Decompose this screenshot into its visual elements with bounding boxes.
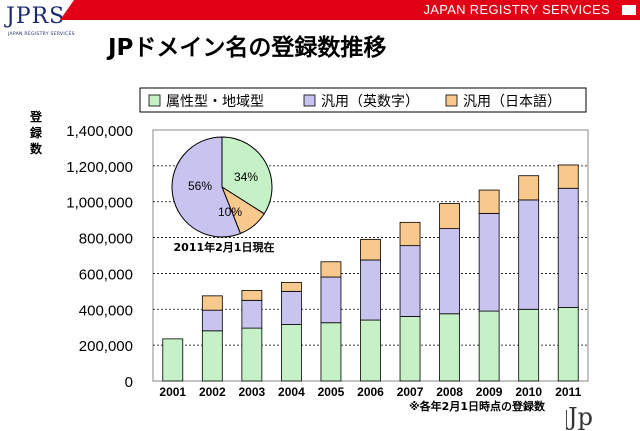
banner-corner-decoration xyxy=(622,5,636,15)
bar-segment xyxy=(439,203,460,230)
bar-segment xyxy=(320,276,342,324)
bar-segment xyxy=(399,221,421,247)
bar-segment xyxy=(162,338,184,382)
x-tick-label: 2009 xyxy=(476,385,503,399)
bar-segment xyxy=(478,212,500,312)
bar-segment xyxy=(241,299,263,329)
y-axis-label-char: 数 xyxy=(30,141,43,156)
y-tick-label: 1,000,000 xyxy=(66,195,133,212)
bar-segment xyxy=(281,290,302,325)
bar-segment xyxy=(439,228,460,315)
x-tick-label: 2005 xyxy=(318,385,345,399)
bar-segment xyxy=(201,309,223,332)
x-tick-label: 2002 xyxy=(199,385,226,399)
bar-segment xyxy=(557,307,579,382)
jprs-logo: JPRS JAPAN REGISTRY SERVICES xyxy=(6,4,75,42)
x-tick-label: 2006 xyxy=(357,385,384,399)
pie-slice xyxy=(171,136,242,238)
bar-segment xyxy=(360,319,381,382)
legend-swatch xyxy=(445,94,458,107)
bar-segment xyxy=(360,238,381,261)
bar-segment xyxy=(439,313,460,382)
x-tick-label: 2001 xyxy=(159,385,186,399)
bar-segment xyxy=(241,327,263,382)
footer-divider xyxy=(566,410,567,426)
x-tick-label: 2010 xyxy=(515,385,542,399)
bar-segment xyxy=(518,308,540,382)
bar-segment xyxy=(241,290,263,301)
y-tick-label: 800,000 xyxy=(79,231,133,248)
legend-label: 汎用（日本語） xyxy=(463,94,561,110)
banner-text: JAPAN REGISTRY SERVICES xyxy=(423,2,610,17)
pie-slice-label: 34% xyxy=(234,170,258,184)
bar-segment xyxy=(518,199,540,310)
pie-slice-label: 10% xyxy=(218,205,242,219)
y-tick-label: 200,000 xyxy=(79,338,133,355)
legend-swatch xyxy=(303,94,316,107)
logo-text: JPRS xyxy=(6,4,66,29)
legend-label: 汎用（英数字） xyxy=(321,93,419,110)
bar-segment xyxy=(281,281,302,292)
bar-segment xyxy=(320,261,342,278)
bar-segment xyxy=(518,175,540,201)
x-tick-label: 2007 xyxy=(397,385,424,399)
pie-caption: 2011年2月1日現在 xyxy=(174,240,275,254)
x-tick-label: 2003 xyxy=(239,385,266,399)
bar-segment xyxy=(360,259,381,321)
y-tick-label: 1,400,000 xyxy=(66,123,133,140)
y-tick-label: 0 xyxy=(125,374,133,391)
x-tick-label: 2008 xyxy=(436,385,463,399)
bar-segment xyxy=(320,322,342,382)
x-tick-label: 2011 xyxy=(555,385,581,399)
logo-subtext: JAPAN REGISTRY SERVICES xyxy=(8,32,75,37)
y-tick-label: 1,200,000 xyxy=(66,159,133,176)
bar-segment xyxy=(557,187,579,308)
legend-swatch xyxy=(148,94,161,107)
bar-segment xyxy=(557,164,579,189)
pie-slice-label: 56% xyxy=(188,179,212,193)
legend-box xyxy=(139,87,587,113)
bar-segment xyxy=(399,316,421,382)
bar-segment xyxy=(201,330,223,382)
legend-label: 属性型・地域型 xyxy=(166,94,264,110)
y-tick-label: 600,000 xyxy=(79,266,133,283)
header-banner: JAPAN REGISTRY SERVICES xyxy=(60,0,640,20)
slide-title: JPドメイン名の登録数推移 xyxy=(108,35,387,61)
bar-segment xyxy=(281,324,302,382)
chart-note: ※各年2月1日時点の登録数 xyxy=(409,399,546,413)
y-tick-label: 400,000 xyxy=(79,302,133,319)
footer-jp-mark: Jp xyxy=(568,403,593,431)
bar-segment xyxy=(201,295,223,311)
bar-segment xyxy=(399,245,421,317)
bar-segment xyxy=(478,310,500,382)
bar-segment xyxy=(478,189,500,214)
y-axis-label-char: 録 xyxy=(30,125,43,140)
x-tick-label: 2004 xyxy=(278,385,305,399)
y-axis-label-char: 登 xyxy=(29,109,43,124)
